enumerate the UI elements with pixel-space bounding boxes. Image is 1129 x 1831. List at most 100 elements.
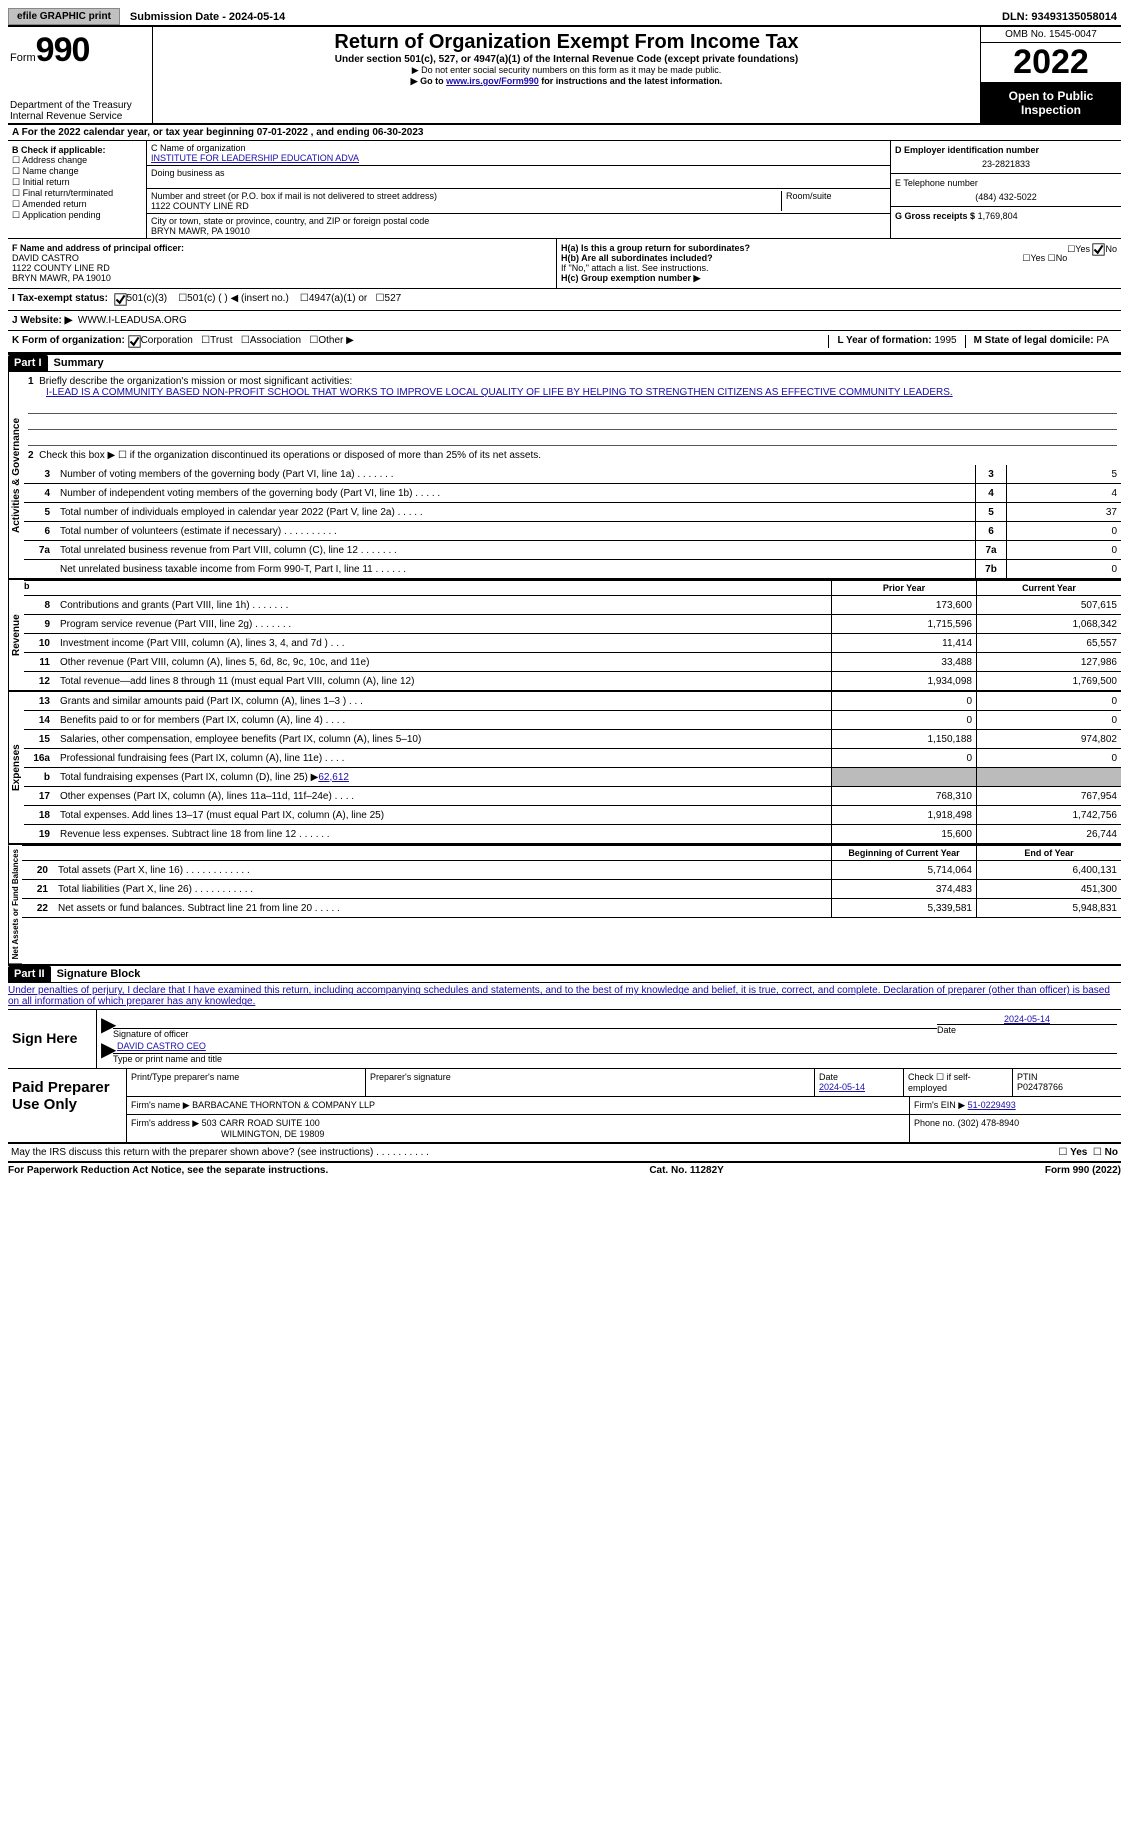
current-value: 0 xyxy=(976,711,1121,729)
form-title: Return of Organization Exempt From Incom… xyxy=(157,31,976,54)
col-eoy: End of Year xyxy=(976,846,1121,860)
current-value: 26,744 xyxy=(976,825,1121,843)
top-bar: efile GRAPHIC print Submission Date - 20… xyxy=(8,8,1121,27)
line-num: 6 xyxy=(24,526,56,537)
current-value: 0 xyxy=(976,692,1121,710)
sign-here-label: Sign Here xyxy=(8,1010,97,1068)
org-name-label: C Name of organization xyxy=(151,143,886,153)
line-num: 14 xyxy=(24,715,56,726)
side-governance: Activities & Governance xyxy=(8,372,24,579)
website-value: WWW.I-LEADUSA.ORG xyxy=(78,315,187,326)
prep-sig-label: Preparer's signature xyxy=(366,1069,815,1096)
line-value: 0 xyxy=(1006,541,1121,559)
line-num: 16a xyxy=(24,753,56,764)
side-expenses: Expenses xyxy=(8,692,24,844)
line-num: 17 xyxy=(24,791,56,802)
col-prior: Prior Year xyxy=(831,581,976,595)
mission-text: I-LEAD IS A COMMUNITY BASED NON-PROFIT S… xyxy=(46,387,953,398)
dba-label: Doing business as xyxy=(151,168,886,178)
line-value: 0 xyxy=(1006,522,1121,540)
prior-value: 1,934,098 xyxy=(831,672,976,690)
l-label: L Year of formation: xyxy=(837,335,931,346)
checked-icon xyxy=(114,293,127,306)
line-num: 8 xyxy=(24,600,56,611)
part2-tag: Part II xyxy=(8,966,51,982)
open-inspection: Open to Public Inspection xyxy=(981,83,1121,123)
line-desc: Grants and similar amounts paid (Part IX… xyxy=(56,694,831,709)
mission-prompt: Briefly describe the organization's miss… xyxy=(39,376,352,387)
col-current: Current Year xyxy=(976,581,1121,595)
sign-date: 2024-05-14 xyxy=(937,1014,1117,1024)
firm-phone: (302) 478-8940 xyxy=(958,1118,1020,1128)
line-desc: Total assets (Part X, line 16) . . . . .… xyxy=(54,863,831,878)
room-suite-label: Room/suite xyxy=(781,191,886,211)
side-net-assets: Net Assets or Fund Balances xyxy=(8,845,22,964)
line-desc: Benefits paid to or for members (Part IX… xyxy=(56,713,831,728)
prior-value: 768,310 xyxy=(831,787,976,805)
line-desc: Total liabilities (Part X, line 26) . . … xyxy=(54,882,831,897)
checkbox-application-pending[interactable]: ☐ Application pending xyxy=(12,210,142,221)
name-title-label: Type or print name and title xyxy=(113,1054,1117,1064)
officer-addr2: BRYN MAWR, PA 19010 xyxy=(12,273,552,283)
line-desc: Total expenses. Add lines 13–17 (must eq… xyxy=(56,808,831,823)
phone-value: (484) 432-5022 xyxy=(895,192,1117,202)
line-desc: Total number of individuals employed in … xyxy=(56,505,975,520)
prior-value: 374,483 xyxy=(831,880,976,898)
city-label: City or town, state or province, country… xyxy=(151,216,886,226)
firm-ein: 51-0229493 xyxy=(968,1100,1016,1110)
omb-number: OMB No. 1545-0047 xyxy=(981,27,1121,43)
irs-form990-link[interactable]: www.irs.gov/Form990 xyxy=(446,76,539,86)
col-b-checkboxes: B Check if applicable: ☐ Address change … xyxy=(8,141,147,238)
gross-receipts-value: 1,769,804 xyxy=(978,211,1018,221)
note-goto-suffix: for instructions and the latest informat… xyxy=(539,76,723,86)
line-desc: Total number of volunteers (estimate if … xyxy=(56,524,975,539)
line-num: 20 xyxy=(22,865,54,876)
checkbox-amended-return[interactable]: ☐ Amended return xyxy=(12,199,142,210)
street-address: 1122 COUNTY LINE RD xyxy=(151,201,781,211)
checkbox-name-change[interactable]: ☐ Name change xyxy=(12,166,142,177)
checkbox-address-change[interactable]: ☐ Address change xyxy=(12,155,142,166)
prior-value: 173,600 xyxy=(831,596,976,614)
line-desc: Total fundraising expenses (Part IX, col… xyxy=(60,772,318,783)
street-label: Number and street (or P.O. box if mail i… xyxy=(151,191,781,201)
current-value: 1,769,500 xyxy=(976,672,1121,690)
current-value: 767,954 xyxy=(976,787,1121,805)
discuss-question: May the IRS discuss this return with the… xyxy=(11,1147,429,1158)
submission-date: Submission Date - 2024-05-14 xyxy=(124,9,291,25)
current-value: 6,400,131 xyxy=(976,861,1121,879)
line-num: 12 xyxy=(24,676,56,687)
col-boy: Beginning of Current Year xyxy=(831,846,976,860)
line-value: 5 xyxy=(1006,465,1121,483)
opt-4947: 4947(a)(1) or xyxy=(309,293,367,306)
opt-501c: 501(c) ( ) ◀ (insert no.) xyxy=(187,293,289,306)
line-box: 7a xyxy=(975,541,1006,559)
prior-value: 15,600 xyxy=(831,825,976,843)
prior-value: 11,414 xyxy=(831,634,976,652)
prep-date: 2024-05-14 xyxy=(819,1082,865,1092)
current-value: 507,615 xyxy=(976,596,1121,614)
line-num: 4 xyxy=(24,488,56,499)
paid-preparer-label: Paid Preparer Use Only xyxy=(8,1069,127,1142)
current-value: 0 xyxy=(976,749,1121,767)
checked-icon xyxy=(1092,243,1105,256)
checkbox-final-return[interactable]: ☐ Final return/terminated xyxy=(12,188,142,199)
efile-print-button[interactable]: efile GRAPHIC print xyxy=(8,8,120,25)
line-box: 5 xyxy=(975,503,1006,521)
dln-number: DLN: 93493135058014 xyxy=(1002,11,1121,23)
line-num: 22 xyxy=(22,903,54,914)
line-desc: Other revenue (Part VIII, column (A), li… xyxy=(56,655,831,670)
col-b-title: B Check if applicable: xyxy=(12,145,142,155)
current-value: 65,557 xyxy=(976,634,1121,652)
prep-self-employed: Check ☐ if self-employed xyxy=(904,1069,1013,1096)
part1-title: Summary xyxy=(48,355,110,371)
line-value: 37 xyxy=(1006,503,1121,521)
firm-name: BARBACANE THORNTON & COMPANY LLP xyxy=(192,1100,375,1110)
line-num: 18 xyxy=(24,810,56,821)
line-num: 13 xyxy=(24,696,56,707)
checked-icon xyxy=(128,335,141,348)
current-value: 127,986 xyxy=(976,653,1121,671)
prep-name-label: Print/Type preparer's name xyxy=(127,1069,366,1096)
line-num: 7a xyxy=(24,545,56,556)
checkbox-initial-return[interactable]: ☐ Initial return xyxy=(12,177,142,188)
line-desc: Net unrelated business taxable income fr… xyxy=(56,562,975,577)
